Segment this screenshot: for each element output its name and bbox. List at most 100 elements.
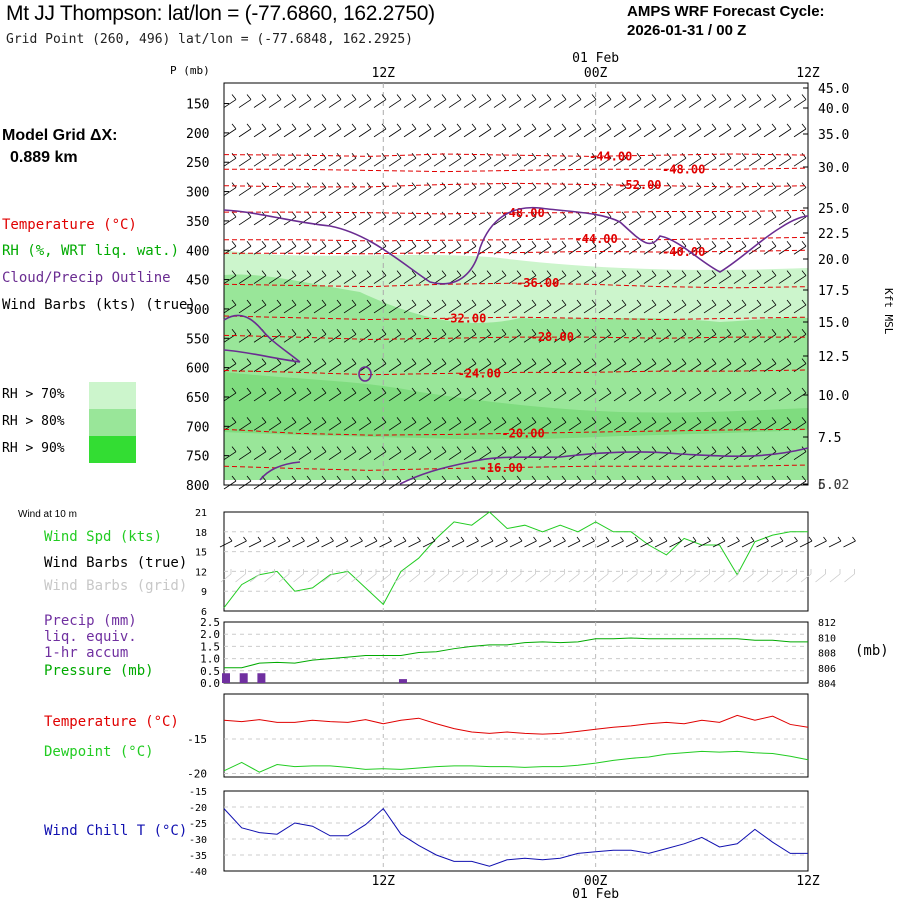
section-wind-barb [313, 299, 327, 314]
kft-tick-label: 5.0 [818, 478, 841, 493]
section-wind-barb [283, 241, 297, 255]
wind-barb-shaft [748, 329, 762, 343]
section-wind-barb [523, 270, 537, 284]
section-wind-barb [538, 241, 552, 255]
wind-barb-shaft [778, 358, 792, 372]
section-wind-barb [763, 417, 777, 431]
section-wind-barb [538, 123, 552, 138]
wind-barb-shaft [748, 358, 762, 372]
section-wind-barb [643, 270, 657, 284]
kft-tick-label: 30.0 [818, 161, 849, 176]
section-wind-barb [388, 211, 402, 226]
surface-wind-barb-true [509, 536, 523, 548]
section-wind-barb [628, 182, 642, 196]
surface-wind-barb-grid [728, 569, 739, 583]
section-wind-barb [613, 329, 627, 343]
section-wind-barb [523, 152, 537, 167]
wind-barb-shaft [268, 446, 282, 460]
wind-barb-shaft [688, 417, 702, 431]
wind-barb-shaft [493, 270, 507, 284]
section-wind-barb [268, 94, 282, 108]
wind-barb-shaft [388, 329, 402, 343]
section-wind-barb [463, 387, 477, 402]
surface-wind-barb-grid [496, 569, 507, 583]
wind-barb-shaft [418, 358, 432, 372]
kft-tick-label: 35.0 [818, 128, 849, 143]
wind-barb-shaft [433, 358, 447, 372]
wind-barb-shaft [508, 241, 522, 255]
wind-barb-shaft [508, 211, 522, 226]
wind-barb-shaft [496, 569, 507, 583]
wind-barb-shaft [778, 152, 792, 167]
wind-barb-shaft [583, 475, 597, 490]
section-wind-barb [328, 123, 342, 138]
section-wind-barb [478, 94, 492, 108]
wind-barb-shaft [568, 475, 582, 490]
wind-barb-shaft [673, 182, 687, 196]
surface-wind-barb-true [727, 536, 740, 548]
wind-barb-shaft [463, 446, 477, 460]
wind-barb-shaft [538, 358, 552, 372]
wind-barb-shaft [741, 536, 755, 548]
wind-barb-shaft [283, 123, 297, 138]
surface-wind-barb-true [640, 536, 653, 548]
wind-barb-shaft [403, 182, 417, 196]
wind-barb-shaft [718, 123, 732, 138]
section-wind-barb [718, 329, 732, 343]
wind-barb-shaft [583, 387, 597, 402]
pressure-tick-label: 400 [186, 244, 209, 259]
section-wind-barb [613, 387, 627, 402]
section-wind-barb [373, 446, 387, 460]
wind-barb-shaft [343, 358, 357, 372]
section-wind-barb [673, 417, 687, 431]
section-wind-barb [478, 329, 492, 343]
wind-barb-shaft [523, 182, 537, 196]
wind-barb-shaft [264, 569, 275, 583]
section-wind-barb [343, 475, 357, 490]
wind-barb-shaft [733, 417, 747, 431]
wind-barb-shaft [793, 270, 807, 284]
wind-barb-shaft [613, 329, 627, 343]
section-wind-barb [358, 387, 372, 402]
wind-barb-shaft [268, 299, 282, 314]
wind-barb-shaft [508, 329, 522, 343]
wind-barb-shaft [433, 446, 447, 460]
surface-wind-barb-grid [786, 569, 797, 583]
surface-wind-barb-true [553, 536, 566, 548]
legend-rh90-swatch [89, 436, 136, 463]
wind-barb-shaft [523, 123, 537, 138]
section-wind-barb [538, 358, 552, 372]
wind-barb-shaft [253, 123, 267, 138]
wind-barb-shaft [358, 475, 372, 490]
section-wind-barb [343, 387, 357, 402]
section-wind-barb [268, 182, 282, 196]
section-wind-barb [223, 387, 237, 402]
section-wind-barb [643, 94, 657, 108]
wind-barb-shaft [508, 299, 522, 314]
wind-barb-shaft [253, 387, 267, 402]
section-wind-barb [628, 446, 642, 460]
wind-barb-shaft [538, 329, 552, 343]
wind-barb-shaft [598, 123, 612, 138]
wind-barb-shaft [403, 358, 417, 372]
wind-barb-shaft [683, 536, 697, 548]
wind-barb-shaft [778, 299, 792, 314]
wind-barb-shaft [786, 569, 797, 583]
section-wind-barb [268, 358, 282, 372]
temperature-contour-6 [223, 282, 809, 289]
section-wind-barb [583, 299, 597, 314]
surface-wind-barb-true [712, 536, 726, 548]
wind-barb-shaft [253, 152, 267, 167]
section-wind-barb [793, 152, 807, 167]
wind-barb-shaft [388, 270, 402, 284]
wind-barb-shaft [553, 94, 567, 108]
section-wind-barb [343, 446, 357, 460]
section-wind-barb [493, 299, 507, 314]
wind-barb-shaft [628, 241, 642, 255]
wind-barb-shaft [478, 446, 492, 460]
wind-barb-shaft [283, 94, 297, 108]
wind-barb-shaft [358, 241, 372, 255]
wind-barb-shaft [727, 536, 740, 548]
windchill-tick: -30 [189, 835, 207, 846]
wind-barb-shaft [523, 270, 537, 284]
